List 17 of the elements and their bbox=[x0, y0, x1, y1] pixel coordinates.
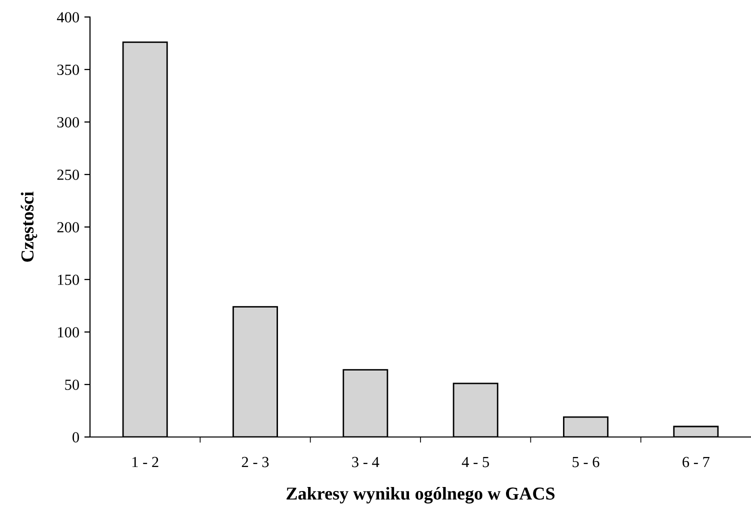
x-tick-label: 4 - 5 bbox=[462, 456, 489, 468]
x-axis-title: Zakresy wyniku ogólnego w GACS bbox=[286, 486, 555, 504]
x-tick-label: 2 - 3 bbox=[242, 456, 269, 468]
x-tick-label: 5 - 6 bbox=[572, 456, 600, 468]
y-tick-label: 200 bbox=[57, 222, 79, 232]
y-tick-label: 250 bbox=[57, 170, 79, 180]
y-tick-label: 300 bbox=[57, 117, 79, 128]
y-tick-label: 150 bbox=[58, 274, 79, 285]
x-tick-label: 6 - 7 bbox=[682, 456, 710, 468]
y-tick-label: 350 bbox=[57, 64, 79, 75]
y-tick-label: 400 bbox=[56, 12, 79, 22]
y-tick-label: 0 bbox=[72, 432, 79, 442]
y-tick-label: 50 bbox=[65, 380, 79, 390]
y-tick-label: 100 bbox=[58, 327, 79, 338]
x-tick-label: 3 - 4 bbox=[352, 456, 380, 468]
y-axis-title: Częstości bbox=[20, 192, 38, 262]
x-tick-label: 1 - 2 bbox=[132, 456, 158, 468]
